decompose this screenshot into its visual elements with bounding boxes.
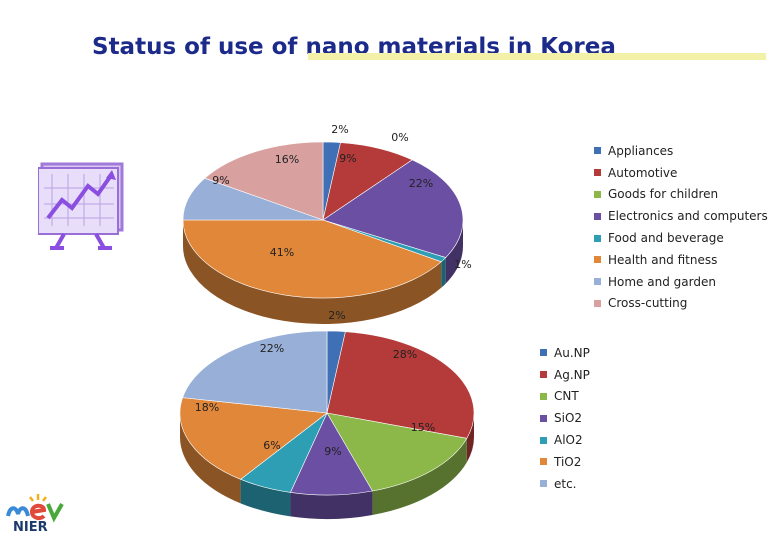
pie-2-data-label: 22%	[260, 342, 284, 355]
pie-1-side-health-and-fitness	[183, 220, 442, 324]
pie-1-data-label: 22%	[409, 177, 433, 190]
pie-1-data-label: 41%	[270, 246, 294, 259]
pie-2-data-label: 9%	[324, 445, 341, 458]
pie-2-side-sio2	[290, 490, 373, 520]
legend-item: Automotive	[594, 162, 768, 184]
legend-swatch	[540, 392, 547, 400]
pie-2-slice-cnt	[326, 412, 468, 492]
legend-item: Home and garden	[594, 271, 768, 293]
legend-label: etc.	[554, 476, 577, 491]
pie-2-data-label: 28%	[393, 348, 417, 361]
legend-product-categories: Appliances Automotive Goods for children El…	[594, 140, 768, 314]
legend-swatch	[594, 234, 601, 242]
legend-swatch	[594, 256, 601, 264]
pie-2-side-alo2	[240, 479, 291, 517]
legend-swatch	[594, 190, 601, 198]
pie-1-data-label: 9%	[339, 152, 356, 165]
pie-1-data-label: 9%	[212, 174, 229, 187]
legend-label: Health and fitness	[608, 252, 718, 267]
pie-1-slice-home-and-garden	[182, 177, 324, 221]
legend-item: Ag.NP	[540, 364, 590, 386]
legend-label: Electronics and computers	[608, 209, 768, 224]
pie-1-slice-health-and-fitness	[182, 219, 442, 299]
legend-item: Appliances	[594, 140, 768, 162]
pie-1-data-label: 0%	[391, 131, 408, 144]
pie-2-data-label: 6%	[263, 439, 280, 452]
legend-label: Cross-cutting	[608, 296, 688, 311]
legend-label: Automotive	[608, 165, 678, 180]
nier-logo-text: NIER	[13, 520, 48, 535]
pie-2-side-cnt	[372, 438, 467, 515]
legend-label: CNT	[554, 389, 579, 404]
pie-2-slice-etc-	[182, 330, 328, 414]
legend-item: etc.	[540, 473, 590, 495]
legend-item: Au.NP	[540, 342, 590, 364]
legend-label: SiO2	[554, 411, 583, 426]
legend-label: Goods for children	[608, 187, 719, 202]
pie-2-side-ag-np	[466, 413, 474, 463]
legend-label: Ag.NP	[554, 367, 590, 382]
pie-chart-1: 2% 9% 0% 22% 1% 41% 9% 16%	[182, 123, 472, 324]
pie-1-side-food-and-beverage	[441, 257, 446, 288]
legend-label: Au.NP	[554, 345, 590, 360]
pie-2-data-label: 18%	[195, 401, 219, 414]
nier-logo-icon	[6, 494, 64, 523]
pie-1-slice-cross-cutting	[204, 141, 324, 221]
pie-2-slice-sio2	[290, 412, 373, 496]
legend-swatch	[540, 458, 547, 466]
pie-1-data-label: 2%	[331, 123, 348, 136]
legend-item: Health and fitness	[594, 249, 768, 271]
legend-swatch	[594, 212, 601, 220]
legend-item: TiO2	[540, 451, 590, 473]
legend-swatch	[594, 299, 601, 307]
pie-1-data-label: 16%	[275, 153, 299, 166]
pie-2-data-label: 2%	[328, 309, 345, 322]
legend-swatch	[594, 169, 601, 177]
chart-clipart-icon	[38, 162, 124, 250]
legend-item: CNT	[540, 386, 590, 408]
pie-2-side-tio2	[180, 413, 241, 504]
legend-label: AlO2	[554, 433, 583, 448]
legend-swatch	[540, 414, 547, 422]
pie-2-slice-tio2	[179, 397, 328, 480]
legend-label: TiO2	[554, 454, 582, 469]
pie-2-side-walls	[180, 413, 474, 520]
legend-swatch	[540, 371, 547, 379]
legend-item: Electronics and computers	[594, 205, 768, 227]
legend-swatch	[594, 278, 601, 286]
legend-swatch	[540, 436, 547, 444]
legend-item: Food and beverage	[594, 227, 768, 249]
legend-label: Home and garden	[608, 274, 716, 289]
pie-chart-2: 2% 28% 15% 9% 6% 18% 22%	[179, 309, 475, 520]
title-highlight	[308, 53, 766, 60]
legend-item: SiO2	[540, 407, 590, 429]
pie-1-slice-automotive	[322, 142, 413, 221]
legend-label: Food and beverage	[608, 231, 724, 246]
legend-label: Appliances	[608, 143, 674, 158]
pie-1-data-label: 1%	[454, 258, 471, 271]
legend-item: Goods for children	[594, 184, 768, 206]
legend-swatch	[540, 349, 547, 357]
pie-2-slice-ag-np	[326, 331, 475, 439]
pie-2-data-label: 15%	[411, 421, 435, 434]
pie-1-slice-electronics-and-computers	[322, 159, 464, 258]
legend-swatch	[540, 480, 547, 488]
legend-item: Cross-cutting	[594, 293, 768, 315]
pie-1-side-electronics-and-computers	[445, 220, 463, 284]
pie-1-side-walls	[183, 220, 463, 324]
legend-nano-materials: Au.NP Ag.NP CNT SiO2 AlO2 TiO2 etc.	[540, 342, 590, 495]
legend-swatch	[594, 147, 601, 155]
legend-item: AlO2	[540, 429, 590, 451]
